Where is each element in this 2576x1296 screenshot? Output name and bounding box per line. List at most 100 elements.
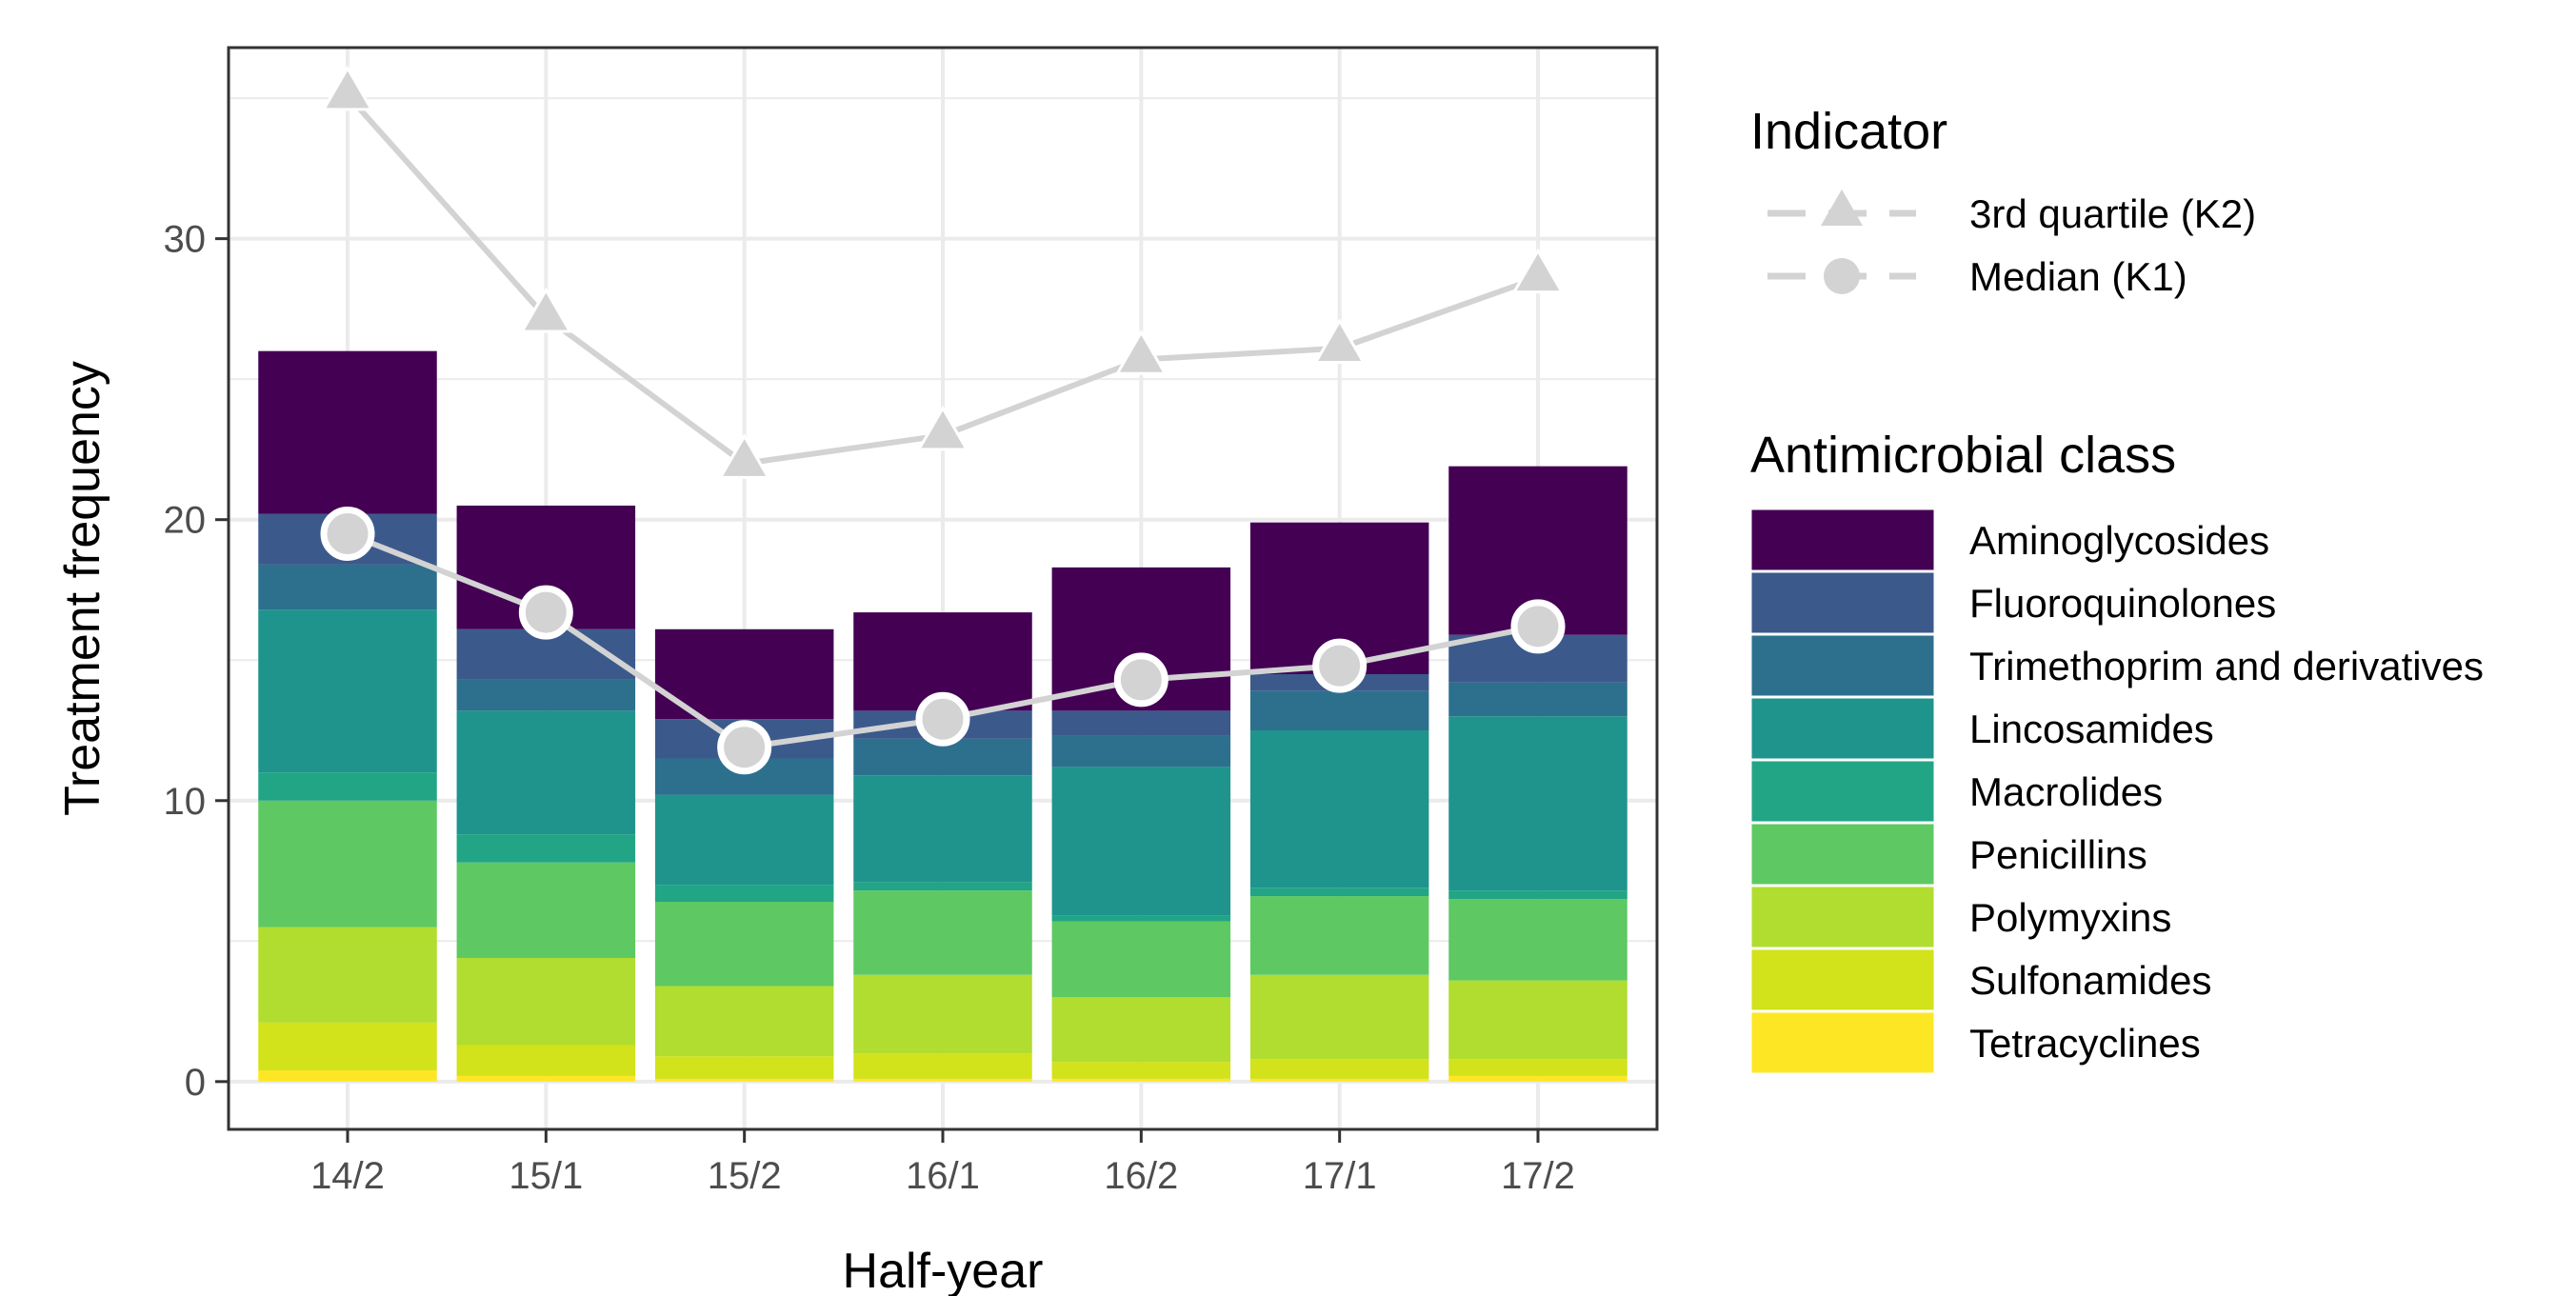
bar-segment: [654, 986, 834, 1057]
bar-segment: [456, 679, 636, 711]
bar-segment: [1249, 974, 1429, 1060]
bar-segment: [853, 1078, 1032, 1082]
legend-indicator-label: 3rd quartile (K2): [1969, 191, 2256, 236]
triangle-marker: [321, 65, 374, 111]
bar-segment: [1051, 1078, 1231, 1082]
bar-segment: [258, 1070, 437, 1082]
x-tick-label: 15/2: [708, 1155, 782, 1197]
legend-class-label: Lincosamides: [1969, 707, 2214, 751]
bar-segment: [1249, 1078, 1429, 1082]
x-tick-label: 14/2: [310, 1155, 385, 1197]
legend-class-label: Trimethoprim and derivatives: [1969, 644, 2484, 688]
bar-segment: [1051, 997, 1231, 1063]
triangle-marker: [916, 405, 969, 451]
bar-segment: [654, 1056, 834, 1079]
bar-segment: [1051, 921, 1231, 998]
median-marker: [1113, 652, 1168, 708]
triangle-marker: [1313, 318, 1367, 364]
bars: [258, 350, 1627, 1082]
x-tick-label: 15/1: [509, 1155, 583, 1197]
x-tick-label: 17/1: [1303, 1155, 1377, 1197]
bar-segment: [1448, 980, 1627, 1060]
legend-class-title: Antimicrobial class: [1750, 427, 2176, 484]
bar-segment: [853, 1053, 1032, 1079]
bar-segment: [1249, 896, 1429, 975]
bar-segment: [654, 901, 834, 987]
legend-class-swatch: [1748, 632, 1937, 699]
legend-triangle-icon: [1821, 189, 1863, 226]
triangle-marker: [1114, 329, 1168, 375]
bar-segment: [853, 890, 1032, 975]
bar-segment: [1249, 690, 1429, 731]
axes: 0 10 20 30 14/2 15/1 15/2 16/1 16/2 17/1 17/2: [164, 219, 1575, 1197]
bar-segment: [258, 350, 437, 514]
bar-segment: [853, 775, 1032, 883]
bar-segment: [456, 1075, 636, 1082]
x-tick-label: 16/2: [1104, 1155, 1178, 1197]
triangle-marker: [718, 433, 771, 479]
bar-segment: [654, 885, 834, 902]
bar-segment: [258, 609, 437, 773]
legend-circle-icon: [1824, 258, 1860, 294]
median-marker: [1510, 599, 1566, 654]
bar-segment: [654, 794, 834, 886]
bar-segment: [1249, 1059, 1429, 1079]
legend-class-label: Fluoroquinolones: [1969, 581, 2276, 626]
legend-class-swatch: [1748, 947, 1937, 1013]
indicator-lines: [320, 65, 1566, 775]
median-marker: [717, 720, 772, 775]
bar-segment: [654, 1078, 834, 1082]
bar-segment: [1448, 1075, 1627, 1082]
legend-class-label: Polymyxins: [1969, 895, 2171, 940]
x-axis-title: Half-year: [843, 1244, 1044, 1296]
legend-class-swatch: [1748, 821, 1937, 887]
y-tick-label: 30: [164, 219, 207, 261]
legend-class-swatch: [1748, 884, 1937, 950]
legend-class-swatch: [1748, 1009, 1937, 1076]
x-tick-label: 17/2: [1501, 1155, 1575, 1197]
legend-class-swatch: [1748, 569, 1937, 636]
bar-segment: [1249, 730, 1429, 888]
legend-class-label: Aminoglycosides: [1969, 518, 2269, 563]
legend-class-swatch: [1748, 758, 1937, 825]
bar-segment: [456, 834, 636, 863]
bar-segment: [456, 1045, 636, 1076]
bar-segment: [258, 564, 437, 610]
triangle-marker: [519, 287, 572, 333]
bar-segment: [1051, 710, 1231, 736]
legend-indicator-label: Median (K1): [1969, 254, 2187, 299]
bar-segment: [1448, 682, 1627, 717]
bar-segment: [1448, 890, 1627, 900]
bar-segment: [258, 772, 437, 801]
median-marker: [320, 506, 375, 561]
legend-class-label: Macrolides: [1969, 769, 2163, 814]
bar-segment: [1249, 887, 1429, 897]
bar-segment: [853, 882, 1032, 891]
y-tick-label: 0: [185, 1062, 206, 1104]
median-marker: [915, 691, 970, 747]
legend-class-label: Penicillins: [1969, 832, 2147, 877]
median-marker: [518, 585, 573, 640]
bar-segment: [1051, 767, 1231, 916]
y-tick-label: 10: [164, 781, 207, 823]
legend-class-swatch: [1748, 507, 1937, 573]
bar-segment: [1448, 899, 1627, 981]
y-axis-title: Treatment frequency: [55, 361, 110, 816]
bar-segment: [1051, 915, 1231, 922]
x-tick-label: 16/1: [906, 1155, 980, 1197]
triangle-marker: [1511, 248, 1565, 294]
bar-segment: [258, 800, 437, 927]
bar-segment: [456, 710, 636, 835]
y-tick-label: 20: [164, 500, 207, 542]
bar-segment: [456, 958, 636, 1046]
legend-class-swatch: [1748, 695, 1937, 762]
bar-segment: [1051, 1062, 1231, 1079]
bar-segment: [258, 1022, 437, 1071]
bar-segment: [853, 974, 1032, 1054]
legend-class-label: Tetracyclines: [1969, 1021, 2201, 1066]
bar-segment: [456, 862, 636, 959]
median-marker: [1312, 638, 1368, 693]
legend-indicator-title: Indicator: [1750, 103, 1947, 160]
bar-segment: [1448, 716, 1627, 891]
